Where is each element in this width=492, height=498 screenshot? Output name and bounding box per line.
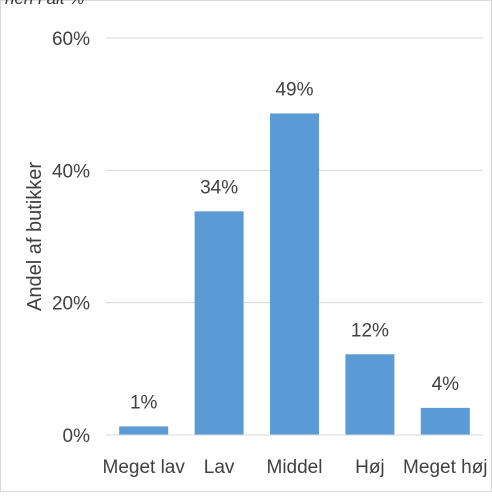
x-category-label: Lav: [204, 457, 235, 478]
y-tick-label: 0%: [63, 426, 91, 447]
bar: [345, 354, 394, 435]
bar: [421, 408, 470, 435]
data-label: 49%: [275, 79, 313, 100]
data-label: 34%: [200, 177, 238, 198]
data-label: 1%: [130, 392, 158, 413]
y-tick-label: 20%: [52, 294, 90, 315]
data-label: 12%: [351, 320, 389, 341]
x-category-label: Høj: [355, 457, 385, 478]
y-axis-title: Andel af butikker: [24, 162, 46, 311]
x-category-label: Meget lav: [103, 457, 186, 478]
bar: [119, 426, 168, 435]
x-category-label: Meget høj: [403, 457, 487, 478]
chart-caption: nen i alt %: [5, 0, 84, 9]
bar: [195, 211, 244, 435]
data-label: 4%: [432, 374, 460, 395]
x-category-label: Middel: [267, 457, 323, 478]
bar: [270, 113, 319, 435]
y-tick-label: 60%: [52, 29, 90, 50]
y-tick-label: 40%: [52, 161, 90, 182]
